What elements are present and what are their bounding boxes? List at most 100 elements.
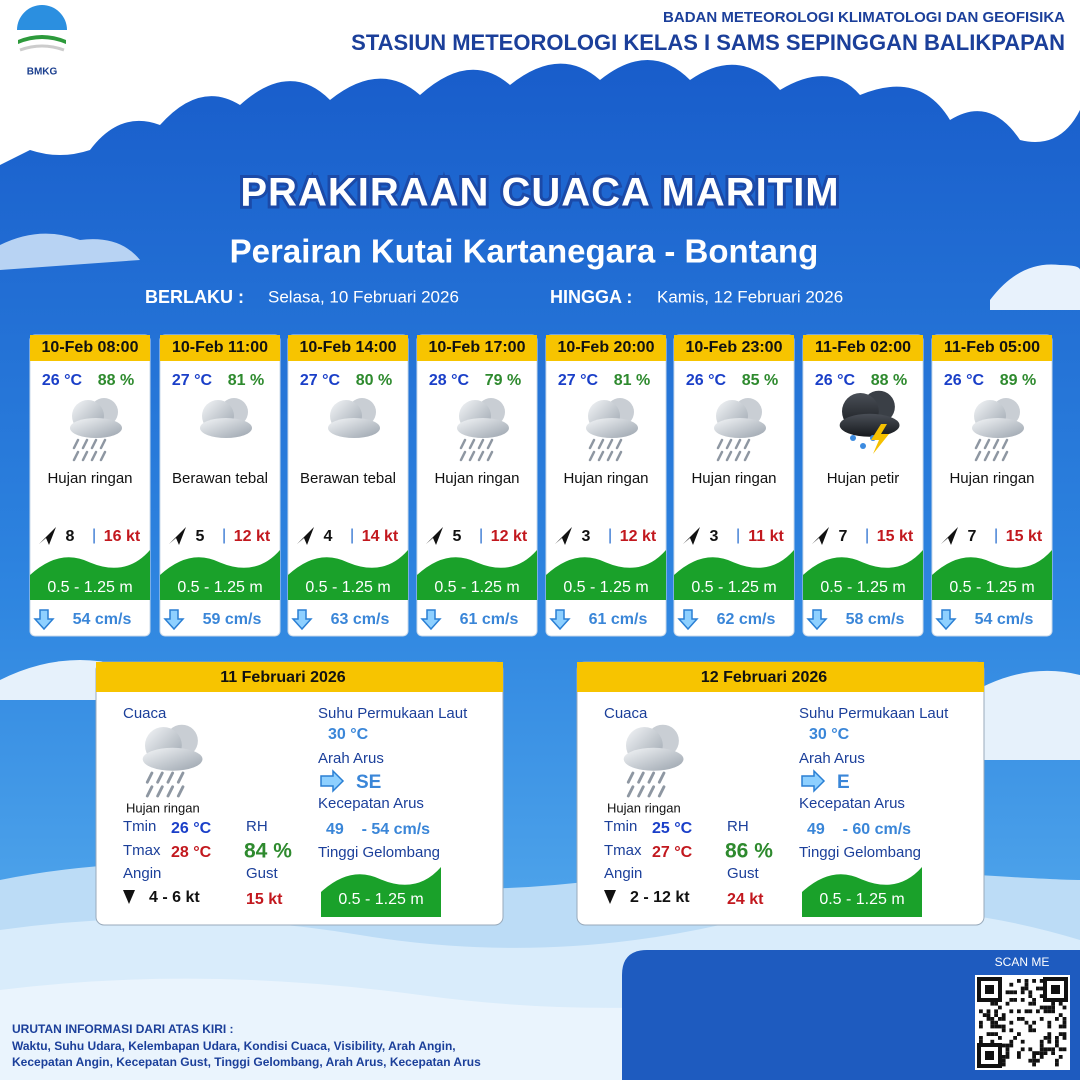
gust-speed: 16 kt: [104, 528, 141, 545]
cloud-part: [328, 418, 380, 438]
weather-icon: [142, 724, 203, 798]
to-date: Kamis, 12 Februari 2026: [657, 287, 843, 306]
weather-icon: [714, 398, 766, 462]
weather-icon: [972, 398, 1024, 462]
rain-drop: [974, 438, 982, 450]
rain-drop: [606, 438, 614, 450]
cloud-part: [586, 418, 638, 438]
weather-icon: [457, 398, 509, 462]
rain-drop: [81, 438, 89, 450]
label: Tmin: [123, 818, 156, 835]
separator: |: [350, 527, 354, 544]
gust-speed: 12 kt: [620, 528, 657, 545]
rain-drop: [1001, 450, 1009, 462]
qr-cell: [1062, 1017, 1067, 1021]
rain-drop: [81, 450, 89, 462]
qr-cell: [994, 1020, 998, 1025]
temperature: 26 °C: [42, 372, 83, 389]
cloud-part: [70, 418, 122, 438]
qr-cell: [1062, 1005, 1067, 1010]
rain-drop: [486, 438, 494, 450]
rain-drop: [477, 438, 485, 450]
qr-cell: [1039, 979, 1044, 983]
qr-cell: [1039, 1047, 1044, 1052]
label: Tmax: [604, 842, 642, 859]
daily-weather: Hujan ringan: [126, 800, 200, 815]
cloud-part: [623, 747, 684, 771]
rain-drop: [72, 450, 80, 462]
qr-cell: [1017, 1017, 1021, 1021]
wave-height: 0.5 - 1.25 m: [819, 891, 904, 908]
qr-cell: [1028, 1024, 1033, 1029]
wind-arrow: [555, 527, 572, 545]
daily-wind: 4 - 6 kt: [149, 889, 200, 906]
qr-cell: [1005, 1051, 1010, 1055]
wind-arrow: [604, 890, 616, 904]
wave-height: 0.5 - 1.25 m: [691, 579, 776, 596]
forecast-time: 10-Feb 23:00: [686, 339, 783, 356]
qr-cell: [994, 1013, 998, 1017]
forecast-time: 10-Feb 11:00: [172, 339, 268, 356]
weather-icon: [623, 724, 684, 798]
rain-drop: [72, 438, 80, 450]
qr-cell: [994, 1024, 998, 1029]
tmax-value: 27 °C: [652, 844, 693, 861]
rain-drop: [657, 771, 666, 784]
rain-drop: [477, 450, 485, 462]
wave-band: [160, 550, 280, 600]
wind-speed: 5: [453, 528, 462, 545]
card-header: [803, 335, 923, 361]
card-header: [546, 335, 666, 361]
current-speed: 62 cm/s: [717, 611, 776, 628]
qr-cell: [1039, 1005, 1044, 1010]
rain-drop: [459, 438, 467, 450]
qr-cell: [1020, 990, 1025, 995]
current-arrow: [549, 609, 571, 631]
rain-drop: [156, 771, 164, 784]
weather-condition: Berawan tebal: [300, 470, 396, 487]
qr-cell: [1039, 1039, 1044, 1044]
label: Suhu Permukaan Laut: [799, 705, 949, 722]
rain-drop: [588, 438, 596, 450]
qr-cell: [1032, 1020, 1036, 1025]
rain-drop: [145, 771, 154, 784]
rain-drop: [983, 450, 991, 462]
forecast-time: 11-Feb 02:00: [815, 339, 911, 356]
qr-cell: [1009, 1020, 1014, 1025]
rain-drop: [597, 438, 605, 450]
gust-value: 24 kt: [727, 891, 764, 908]
gust-speed: 14 kt: [362, 528, 399, 545]
qr-cell: [1062, 1047, 1067, 1052]
rain-drop: [992, 438, 1000, 450]
rain-drop: [725, 450, 733, 462]
qr-cell: [1039, 986, 1044, 991]
rain-drop: [99, 438, 107, 450]
rain-drop: [725, 438, 733, 450]
rain-drop: [626, 771, 635, 784]
qr-cell: [1062, 1024, 1067, 1029]
wave-band: [288, 550, 408, 600]
daily-weather: Hujan ringan: [607, 800, 681, 815]
rain-drop: [90, 438, 98, 450]
qr-cell: [1032, 998, 1036, 1002]
qr-cell: [1051, 1005, 1055, 1010]
rain-drop: [468, 450, 476, 462]
qr-cell: [1055, 1043, 1059, 1048]
qr-cell: [1020, 998, 1025, 1002]
label: Angin: [604, 865, 642, 882]
current-speed: 54 cm/s: [975, 611, 1034, 628]
qr-cell: [1051, 1001, 1055, 1006]
qr-cell: [979, 1036, 983, 1040]
label: Tmax: [123, 842, 161, 859]
qr-cell: [1001, 1024, 1006, 1029]
qr-cell: [1058, 1001, 1063, 1006]
weather-icon: [328, 398, 380, 438]
temperature: 28 °C: [429, 372, 470, 389]
qr-cell: [979, 1039, 983, 1044]
qr-cell: [1032, 1062, 1036, 1067]
wave-band: [30, 550, 150, 600]
qr-cell: [994, 1001, 998, 1006]
wind-speed: 4: [324, 528, 333, 545]
qr-cell: [986, 1013, 991, 1017]
